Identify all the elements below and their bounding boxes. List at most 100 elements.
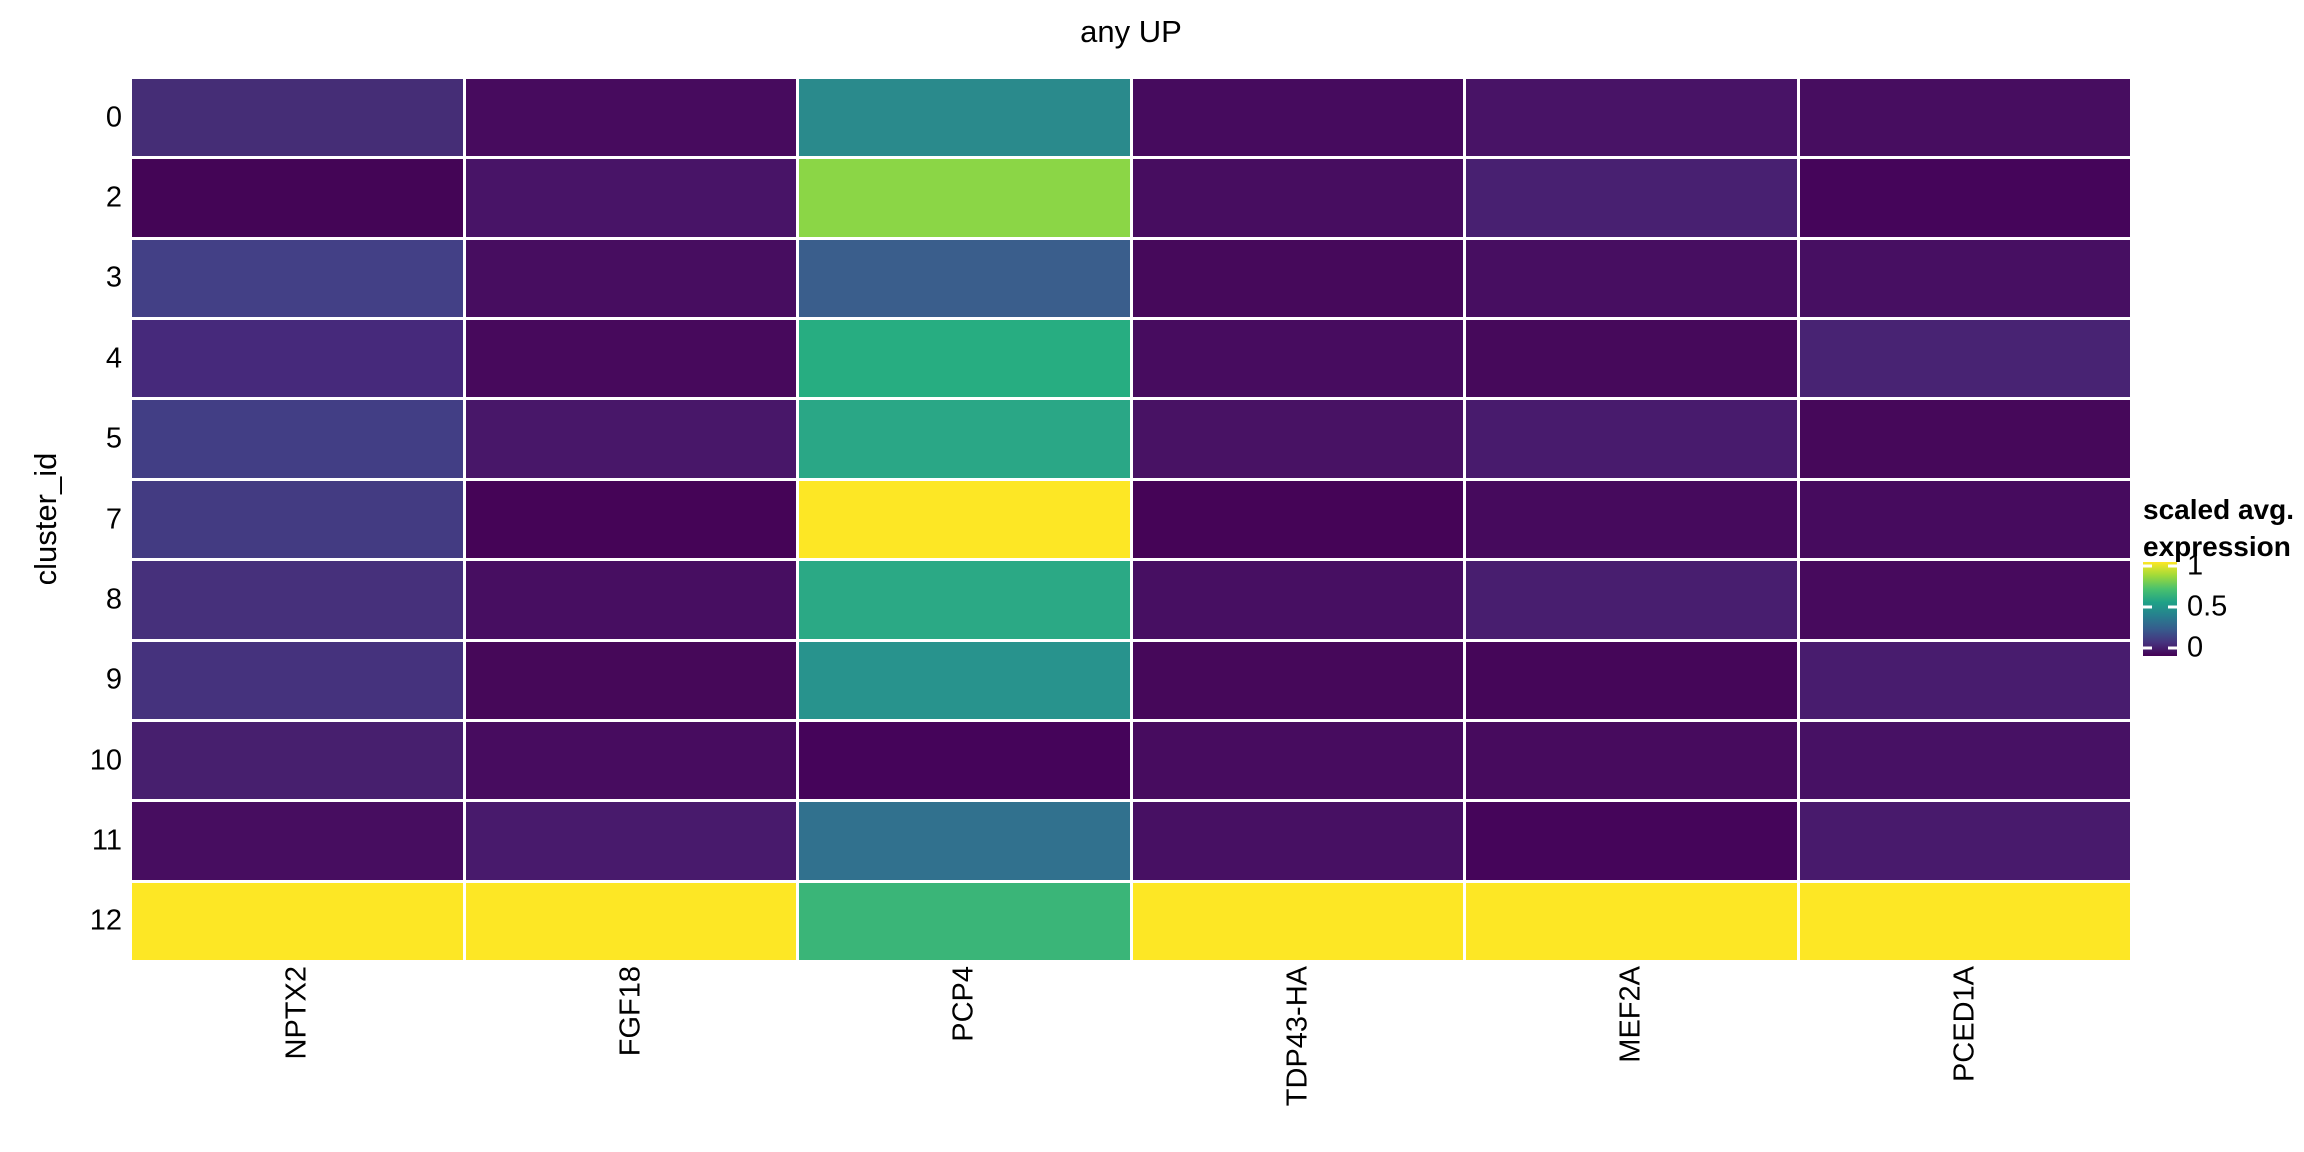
heatmap-cell bbox=[1466, 641, 1797, 719]
heatmap-cell bbox=[1132, 400, 1463, 478]
y-axis-tick-label: 9 bbox=[105, 663, 122, 696]
heatmap-cell bbox=[132, 802, 463, 880]
heatmap-cell bbox=[1132, 561, 1463, 639]
heatmap-cell bbox=[1132, 882, 1463, 960]
heatmap-cell bbox=[1799, 802, 2130, 880]
heatmap-cell bbox=[465, 641, 796, 719]
heatmap-cell bbox=[465, 320, 796, 398]
heatmap-cell bbox=[1799, 480, 2130, 559]
heatmap-cell bbox=[465, 882, 796, 960]
heatmap-cell bbox=[1132, 159, 1463, 237]
heatmap-cell bbox=[1466, 400, 1797, 478]
heatmap-cell bbox=[1466, 721, 1797, 800]
legend-tick-mark bbox=[2168, 646, 2177, 650]
x-axis-tick-label: NPTX2 bbox=[280, 966, 313, 1060]
heatmap-cell bbox=[1799, 239, 2130, 318]
legend-tick-label: 0 bbox=[2187, 631, 2204, 664]
heatmap-cell bbox=[465, 400, 796, 478]
x-axis-tick-label-box: MEF2A bbox=[1615, 966, 1648, 1068]
heatmap-cell bbox=[1132, 721, 1463, 800]
heatmap-cell bbox=[1799, 79, 2130, 157]
heatmap-cell bbox=[132, 721, 463, 800]
heatmap-cell bbox=[132, 79, 463, 157]
heatmap-cell bbox=[132, 159, 463, 237]
y-axis-tick-label: 0 bbox=[105, 101, 122, 134]
legend-tick-label: 0.5 bbox=[2187, 590, 2228, 623]
x-axis-tick-label: PCP4 bbox=[947, 966, 980, 1042]
heatmap-cell bbox=[799, 882, 1130, 960]
heatmap-cell bbox=[132, 480, 463, 559]
legend-title-line-1: scaled avg. bbox=[2143, 494, 2294, 525]
heatmap-cell bbox=[1132, 79, 1463, 157]
legend-tick-mark bbox=[2143, 564, 2152, 568]
legend-title-line-2: expression bbox=[2143, 531, 2291, 562]
x-axis-tick-label-box: NPTX2 bbox=[281, 966, 314, 1064]
heatmap-cell bbox=[465, 480, 796, 559]
heatmap-cell bbox=[132, 561, 463, 639]
heatmap-cell bbox=[1132, 239, 1463, 318]
heatmap-cell bbox=[1466, 79, 1797, 157]
heatmap-cell bbox=[799, 400, 1130, 478]
heatmap-cell bbox=[1799, 400, 2130, 478]
heatmap-cell bbox=[132, 320, 463, 398]
heatmap-cell bbox=[1466, 882, 1797, 960]
y-axis-tick-label: 4 bbox=[105, 342, 122, 375]
heatmap-cell bbox=[1466, 561, 1797, 639]
y-axis-tick-label: 2 bbox=[105, 181, 122, 214]
heatmap-cell bbox=[465, 561, 796, 639]
heatmap-cell bbox=[799, 320, 1130, 398]
heatmap-cell bbox=[1799, 159, 2130, 237]
x-axis-tick-label-box: PCP4 bbox=[948, 966, 981, 1047]
plot-title: any UP bbox=[1080, 14, 1182, 49]
heatmap-cell bbox=[799, 239, 1130, 318]
y-axis-tick-label: 10 bbox=[89, 744, 122, 777]
heatmap-cell bbox=[799, 721, 1130, 800]
y-axis-tick-label: 5 bbox=[105, 422, 122, 455]
heatmap-cell bbox=[1132, 802, 1463, 880]
heatmap-grid bbox=[132, 79, 2130, 960]
heatmap-cell bbox=[465, 159, 796, 237]
y-axis-tick-label: 7 bbox=[105, 503, 122, 535]
heatmap-cell bbox=[1132, 641, 1463, 719]
heatmap-cell bbox=[1466, 320, 1797, 398]
x-axis-tick-label: TDP43-HA bbox=[1281, 966, 1314, 1107]
x-axis-tick-label-box: FGF18 bbox=[614, 966, 647, 1061]
heatmap-cell bbox=[799, 641, 1130, 719]
x-axis-tick-label: MEF2A bbox=[1614, 966, 1647, 1063]
x-axis-tick-label-box: PCED1A bbox=[1948, 966, 1981, 1087]
y-axis-tick-label: 3 bbox=[105, 261, 122, 294]
heatmap-cell bbox=[1466, 802, 1797, 880]
heatmap-cell bbox=[1799, 561, 2130, 639]
y-axis-tick-label: 12 bbox=[89, 904, 122, 937]
heatmap-cell bbox=[799, 561, 1130, 639]
heatmap-cell bbox=[799, 480, 1130, 559]
heatmap-cell bbox=[799, 159, 1130, 237]
heatmap-cell bbox=[1799, 320, 2130, 398]
heatmap-cell bbox=[1799, 882, 2130, 960]
y-axis-tick-label: 8 bbox=[105, 583, 122, 616]
heatmap-cell bbox=[1466, 159, 1797, 237]
heatmap-cell bbox=[1466, 480, 1797, 559]
x-axis-tick-label-box: TDP43-HA bbox=[1281, 966, 1314, 1111]
heatmap-cell bbox=[132, 400, 463, 478]
heatmap-cell bbox=[465, 802, 796, 880]
legend-tick-mark bbox=[2168, 564, 2177, 568]
heatmap-cell bbox=[465, 721, 796, 800]
x-axis-tick-label: FGF18 bbox=[614, 966, 647, 1057]
heatmap-cell bbox=[1132, 480, 1463, 559]
heatmap-cell bbox=[1799, 641, 2130, 719]
heatmap-cell bbox=[465, 239, 796, 318]
heatmap-cell bbox=[799, 79, 1130, 157]
legend-colorbar bbox=[2143, 562, 2177, 656]
legend-tick-mark bbox=[2143, 605, 2152, 609]
heatmap-cell bbox=[132, 882, 463, 960]
heatmap-cell bbox=[465, 79, 796, 157]
heatmap-cell bbox=[799, 802, 1130, 880]
heatmap-cell bbox=[1466, 239, 1797, 318]
heatmap-cell bbox=[132, 641, 463, 719]
heatmap-cell bbox=[1132, 320, 1463, 398]
legend-tick-label: 1 bbox=[2187, 549, 2204, 582]
y-axis-tick-label: 11 bbox=[91, 824, 122, 857]
x-axis-tick-label: PCED1A bbox=[1948, 966, 1981, 1083]
